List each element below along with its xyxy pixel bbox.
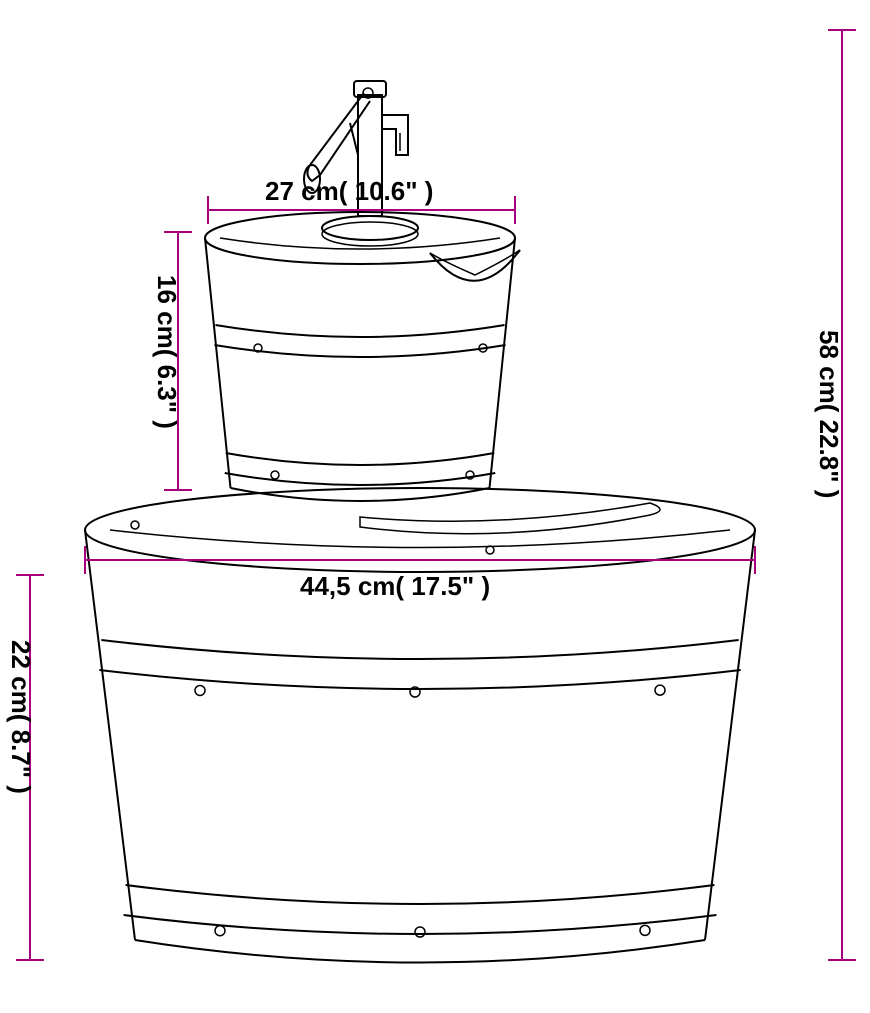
dim-label-lower_height: 22 cm( 8.7" ): [6, 640, 36, 794]
dim-label-bottom_width: 44,5 cm( 17.5" ): [300, 571, 490, 601]
dim-label-top_width: 27 cm( 10.6" ): [265, 176, 433, 206]
dim-label-upper_height: 16 cm( 6.3" ): [152, 275, 182, 429]
dimension-total_height: 58 cm( 22.8" ): [814, 30, 856, 960]
dimension-upper_height: 16 cm( 6.3" ): [152, 232, 192, 490]
dim-label-total_height: 58 cm( 22.8" ): [814, 330, 844, 498]
dimension-bottom_width: 44,5 cm( 17.5" ): [85, 546, 755, 601]
dimension-lower_height: 22 cm( 8.7" ): [6, 575, 44, 960]
